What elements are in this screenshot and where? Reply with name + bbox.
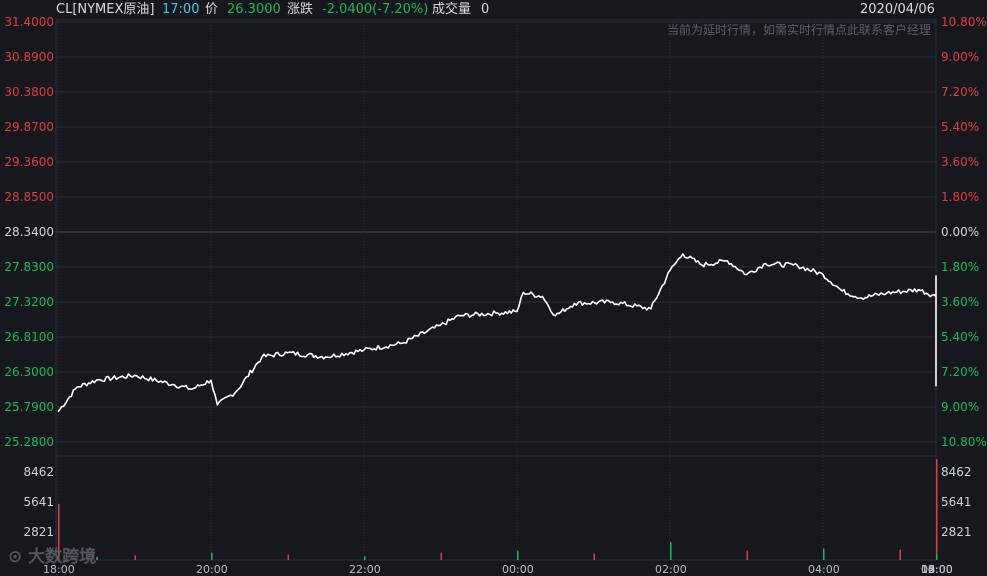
volume-tick-label: 5641 [23, 495, 54, 509]
volume-bar [936, 553, 938, 560]
watermark-icon: ⊙ [8, 547, 23, 567]
volume-bar [899, 549, 901, 560]
percent-tick-label: 1.80% [941, 190, 980, 204]
price-tick-label: 27.8300 [4, 260, 54, 274]
percent-tick-label: 1.80% [941, 260, 980, 274]
volume-bar [364, 556, 366, 560]
volume-bar [936, 483, 938, 560]
percent-tick-label: 5.40% [941, 330, 980, 344]
volume-bar [593, 553, 595, 560]
volume-bar [287, 554, 289, 560]
price-tick-label: 25.7900 [4, 400, 54, 414]
volume-value: 0 [481, 2, 490, 17]
chart-frame [55, 19, 937, 561]
price-label: 价 [205, 2, 219, 17]
volume-bar [936, 545, 938, 560]
change-label: 涨跌 [287, 2, 314, 17]
price-tick-label: 30.8900 [4, 50, 54, 64]
percent-tick-label: 9.00% [941, 400, 980, 414]
volume-bar [517, 550, 519, 560]
volume-bar [211, 552, 213, 560]
price-tick-label: 25.2800 [4, 435, 54, 449]
symbol-label: CL[NYMEX原油] [56, 2, 155, 17]
volume-tick-label: 5641 [941, 495, 972, 509]
time-tick-label: 02:00 [655, 563, 687, 576]
price-line [57, 253, 937, 413]
volume-bar [746, 550, 748, 560]
volume-bar [134, 555, 136, 560]
volume-bar [670, 542, 672, 560]
delayed-quote-notice[interactable]: 当前为延时行情，如需实时行情点此联系客户经理 [666, 23, 931, 37]
volume-bar [96, 556, 98, 560]
percent-tick-label: 5.40% [941, 120, 980, 134]
price-value: 26.3000 [227, 2, 281, 17]
percent-tick-label: 7.20% [941, 85, 980, 99]
quote-time: 17:00 [162, 2, 200, 17]
time-tick-label: 22:00 [349, 563, 381, 576]
price-tick-label: 28.3400 [4, 225, 54, 239]
price-tick-label: 30.3800 [4, 85, 54, 99]
time-tick-label: 00:00 [502, 563, 534, 576]
time-tick-label: 20:00 [196, 563, 228, 576]
price-tick-label: 26.3000 [4, 365, 54, 379]
volume-bars [58, 459, 938, 560]
volume-tick-label: 2821 [23, 525, 54, 539]
volume-tick-label: 8462 [941, 465, 972, 479]
time-tick-label: 16:00 [921, 563, 953, 576]
quote-header: CL[NYMEX原油] 17:00 价 26.3000 涨跌 -2.0400(-… [0, 0, 987, 20]
volume-bar [440, 552, 442, 560]
price-tick-label: 31.4000 [4, 15, 54, 29]
quote-date: 2020/04/06 [860, 2, 935, 17]
price-tick-label: 29.3600 [4, 155, 54, 169]
volume-label: 成交量 [432, 2, 472, 17]
volume-tick-label: 2821 [941, 525, 972, 539]
percent-tick-label: 7.20% [941, 365, 980, 379]
price-tick-label: 26.8100 [4, 330, 54, 344]
volume-bar [58, 503, 60, 560]
price-tick-label: 28.8500 [4, 190, 54, 204]
percent-tick-label: 3.60% [941, 155, 980, 169]
percent-tick-label: 9.00% [941, 50, 980, 64]
chart-grid [55, 19, 937, 561]
price-tick-label: 29.8700 [4, 120, 54, 134]
percent-tick-label: 0.00% [941, 225, 980, 239]
price-tick-label: 27.3200 [4, 295, 54, 309]
watermark-text: 大数跨境 [28, 547, 97, 567]
percent-tick-label: 3.60% [941, 295, 980, 309]
watermark-logo: ⊙ 大数跨境 [8, 542, 96, 567]
volume-bar [823, 548, 825, 560]
percent-tick-label: 10.80% [941, 15, 987, 29]
percent-tick-label: 10.80% [941, 435, 987, 449]
volume-tick-label: 8462 [23, 465, 54, 479]
change-value: -2.0400(-7.20%) [322, 2, 429, 17]
time-tick-label: 04:00 [808, 563, 840, 576]
